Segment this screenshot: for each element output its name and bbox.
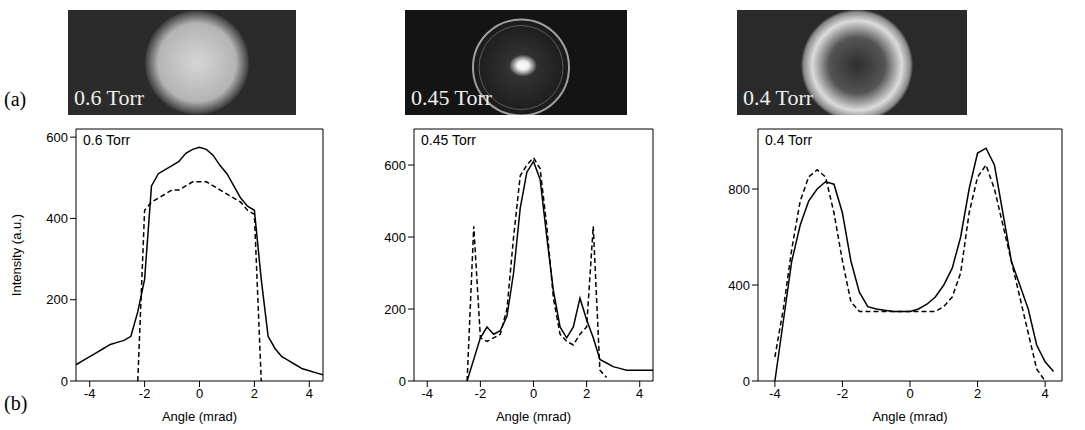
svg-text:0: 0 bbox=[61, 374, 68, 389]
html-text:0.6 Torr: 0.6 Torr bbox=[83, 132, 131, 148]
svg-text:400: 400 bbox=[384, 230, 406, 245]
svg-text:0: 0 bbox=[906, 386, 913, 401]
svg-text:600: 600 bbox=[46, 130, 68, 145]
svg-text:-4: -4 bbox=[84, 386, 96, 401]
html-text:0.45 Torr: 0.45 Torr bbox=[411, 85, 493, 110]
svg-text:2: 2 bbox=[974, 386, 981, 401]
svg-text:200: 200 bbox=[384, 302, 406, 317]
html-text:(a): (a) bbox=[4, 88, 27, 110]
svg-text:-4: -4 bbox=[421, 386, 433, 401]
svg-text:4: 4 bbox=[1041, 386, 1048, 401]
html-text:0.4 Torr: 0.4 Torr bbox=[743, 85, 814, 110]
svg-text:0: 0 bbox=[530, 386, 537, 401]
svg-text:-4: -4 bbox=[769, 386, 781, 401]
svg-text:600: 600 bbox=[384, 158, 406, 173]
html-text:(b): (b) bbox=[4, 392, 28, 414]
svg-text:4: 4 bbox=[306, 386, 313, 401]
svg-text:0: 0 bbox=[743, 374, 750, 389]
svg-text:-2: -2 bbox=[837, 386, 849, 401]
svg-text:Intensity (a.u.): Intensity (a.u.) bbox=[9, 214, 24, 296]
svg-text:0: 0 bbox=[196, 386, 203, 401]
html-text:0.6 Torr: 0.6 Torr bbox=[74, 85, 145, 110]
svg-text:2: 2 bbox=[251, 386, 258, 401]
svg-text:2: 2 bbox=[583, 386, 590, 401]
html-text:0.4 Torr: 0.4 Torr bbox=[765, 132, 813, 148]
svg-text:4: 4 bbox=[636, 386, 643, 401]
svg-text:Angle (mrad): Angle (mrad) bbox=[496, 409, 571, 424]
svg-text:-2: -2 bbox=[139, 386, 151, 401]
svg-text:Angle (mrad): Angle (mrad) bbox=[162, 409, 237, 424]
svg-text:Angle (mrad): Angle (mrad) bbox=[872, 409, 947, 424]
html-text:0.45 Torr: 0.45 Torr bbox=[421, 132, 476, 148]
svg-text:0: 0 bbox=[399, 374, 406, 389]
svg-text:800: 800 bbox=[728, 182, 750, 197]
svg-text:-2: -2 bbox=[475, 386, 487, 401]
svg-text:400: 400 bbox=[728, 278, 750, 293]
svg-text:200: 200 bbox=[46, 292, 68, 307]
svg-text:400: 400 bbox=[46, 211, 68, 226]
